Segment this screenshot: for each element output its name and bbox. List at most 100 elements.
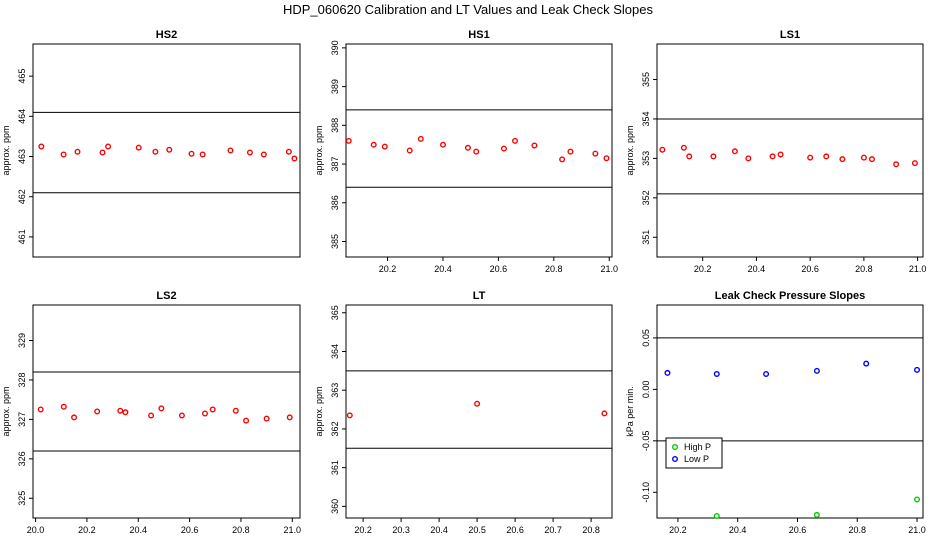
- data-point: [202, 410, 209, 417]
- y-tick-label: 362: [330, 421, 340, 436]
- x-tick-label: 20.2: [669, 525, 687, 535]
- x-tick-label: 20.3: [392, 525, 410, 535]
- data-point: [807, 154, 814, 161]
- y-tick-label: 387: [330, 157, 340, 172]
- y-tick-label: 461: [17, 229, 27, 244]
- data-point: [105, 143, 112, 150]
- y-tick-label: 355: [641, 72, 651, 87]
- data-point: [60, 151, 67, 158]
- x-tick-label: 20.4: [748, 264, 766, 274]
- panel-title: Leak Check Pressure Slopes: [715, 290, 865, 302]
- data-point: [381, 143, 388, 150]
- data-point: [285, 148, 292, 155]
- x-tick-label: 20.8: [855, 264, 873, 274]
- data-point: [135, 144, 142, 151]
- data-point: [152, 148, 159, 155]
- y-axis-label: approx. ppm: [314, 125, 324, 175]
- plot-frame: [32, 43, 301, 258]
- data-point: [260, 151, 267, 158]
- panel-title: LS1: [780, 29, 800, 41]
- x-tick-label: 20.8: [545, 264, 563, 274]
- data-point: [188, 150, 195, 157]
- x-tick-label: 20.4: [129, 525, 147, 535]
- y-tick-label: 386: [330, 195, 340, 210]
- data-point: [99, 149, 106, 156]
- x-tick-label: 20.8: [232, 525, 250, 535]
- y-tick-label: 390: [330, 40, 340, 55]
- x-tick-label: 20.8: [582, 525, 600, 535]
- panel-6: Leak Check Pressure Slopes kPa per min. -0…: [625, 290, 926, 535]
- plot-frame: [345, 304, 613, 519]
- data-point: [893, 161, 900, 168]
- data-point: [263, 415, 270, 422]
- x-tick-label: 20.6: [506, 525, 524, 535]
- data-point: [500, 145, 507, 152]
- legend-marker: [672, 444, 679, 451]
- data-point: [417, 135, 424, 142]
- data-point: [664, 369, 671, 376]
- y-tick-label: 389: [330, 79, 340, 94]
- data-point: [345, 137, 352, 144]
- x-tick-label: 21.0: [284, 525, 302, 535]
- x-tick-label: 20.8: [848, 525, 866, 535]
- data-point: [148, 412, 155, 419]
- y-tick-label: 463: [17, 149, 27, 164]
- data-point: [464, 144, 471, 151]
- x-tick-label: 20.4: [434, 264, 452, 274]
- legend-marker: [672, 456, 679, 463]
- data-point: [158, 405, 165, 412]
- x-tick-label: 20.4: [729, 525, 747, 535]
- data-point: [406, 147, 413, 154]
- data-point: [823, 153, 830, 160]
- y-tick-label: 365: [330, 305, 340, 320]
- y-tick-label: 360: [330, 499, 340, 514]
- legend-label: High P: [684, 442, 711, 452]
- panel-title: LS2: [156, 290, 176, 302]
- data-point: [813, 511, 820, 518]
- data-point: [246, 149, 253, 156]
- data-point: [166, 146, 173, 153]
- data-point: [346, 412, 353, 419]
- y-tick-label: 325: [17, 491, 27, 506]
- x-tick-label: 20.5: [468, 525, 486, 535]
- data-point: [592, 150, 599, 157]
- panel-4: LS2 approx. ppm 325 326 327 328 329 20.0 20.2 20.…: [1, 290, 301, 535]
- data-point: [745, 155, 752, 162]
- x-tick-label: 21.0: [908, 525, 926, 535]
- x-tick-label: 20.6: [490, 264, 508, 274]
- y-tick-label: 329: [17, 333, 27, 348]
- panel-3: LS1 approx. ppm 351 352 353 354 355 20.2 20.4 20.…: [625, 29, 926, 274]
- plot-frame: [656, 43, 924, 258]
- x-tick-label: 20.0: [27, 525, 45, 535]
- data-point: [713, 370, 720, 377]
- data-point: [243, 417, 250, 424]
- y-tick-label: 351: [641, 230, 651, 245]
- data-point: [713, 512, 720, 519]
- y-tick-label: 462: [17, 189, 27, 204]
- panel-5: LT approx. ppm 360 361 362 363 364 365 20.2 20.3 2…: [314, 290, 613, 535]
- data-point: [710, 153, 717, 160]
- x-tick-label: 20.7: [544, 525, 562, 535]
- data-point: [178, 412, 185, 419]
- plot-frame: [345, 43, 613, 258]
- y-tick-label: -0.05: [641, 431, 651, 452]
- x-tick-label: 20.6: [181, 525, 199, 535]
- data-point: [37, 406, 44, 413]
- data-point: [209, 406, 216, 413]
- y-tick-label: 464: [17, 109, 27, 124]
- x-tick-label: 20.2: [694, 264, 712, 274]
- y-tick-label: 388: [330, 118, 340, 133]
- y-tick-label: 0.05: [641, 329, 651, 347]
- y-tick-label: 0.00: [641, 381, 651, 399]
- data-point: [74, 148, 81, 155]
- data-point: [860, 154, 867, 161]
- data-point: [38, 143, 45, 150]
- data-point: [94, 408, 101, 415]
- data-point: [439, 141, 446, 148]
- data-point: [370, 141, 377, 148]
- x-tick-label: 20.2: [78, 525, 96, 535]
- data-point: [731, 148, 738, 155]
- y-tick-label: 352: [641, 190, 651, 205]
- panel-2: HS1 approx. ppm 385 386 387 388 389 390 20.2 20.4…: [314, 29, 618, 274]
